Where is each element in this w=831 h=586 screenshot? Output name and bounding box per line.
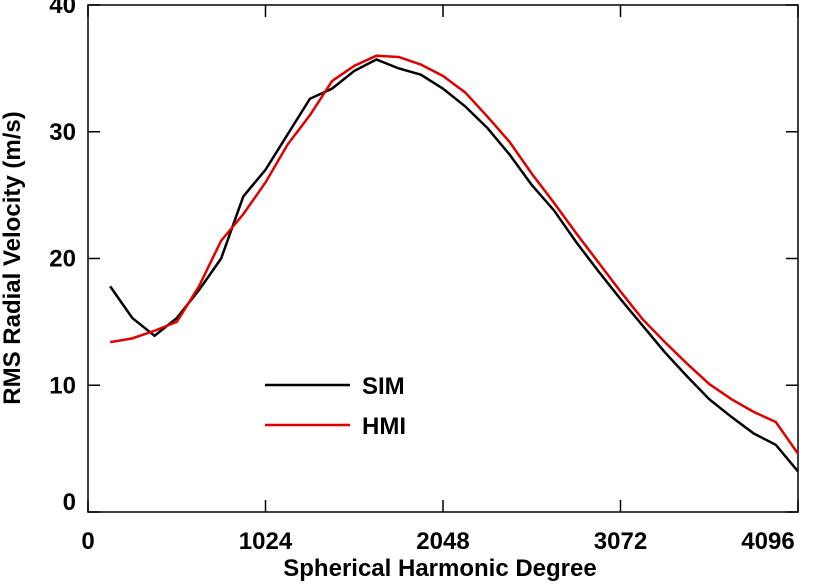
x-tick-label: 4096 [741,528,794,555]
legend-label: HMI [362,413,406,440]
y-tick-label: 0 [63,489,76,516]
y-tick-label: 40 [49,0,76,19]
x-tick-label: 2048 [416,528,469,555]
x-axis-label: Spherical Harmonic Degree [283,555,596,582]
x-tick-label: 1024 [239,528,293,555]
y-tick-label: 20 [49,246,76,273]
legend-label: SIM [362,373,405,400]
y-axis-label: RMS Radial Velocity (m/s) [0,111,26,404]
x-tick-label: 0 [81,528,94,555]
y-tick-label: 10 [49,372,76,399]
data-line [109,54,800,455]
data-line [109,58,799,473]
x-tick-label: 3072 [594,528,647,555]
plot-frame [87,4,799,513]
y-tick-label: 30 [49,119,76,146]
